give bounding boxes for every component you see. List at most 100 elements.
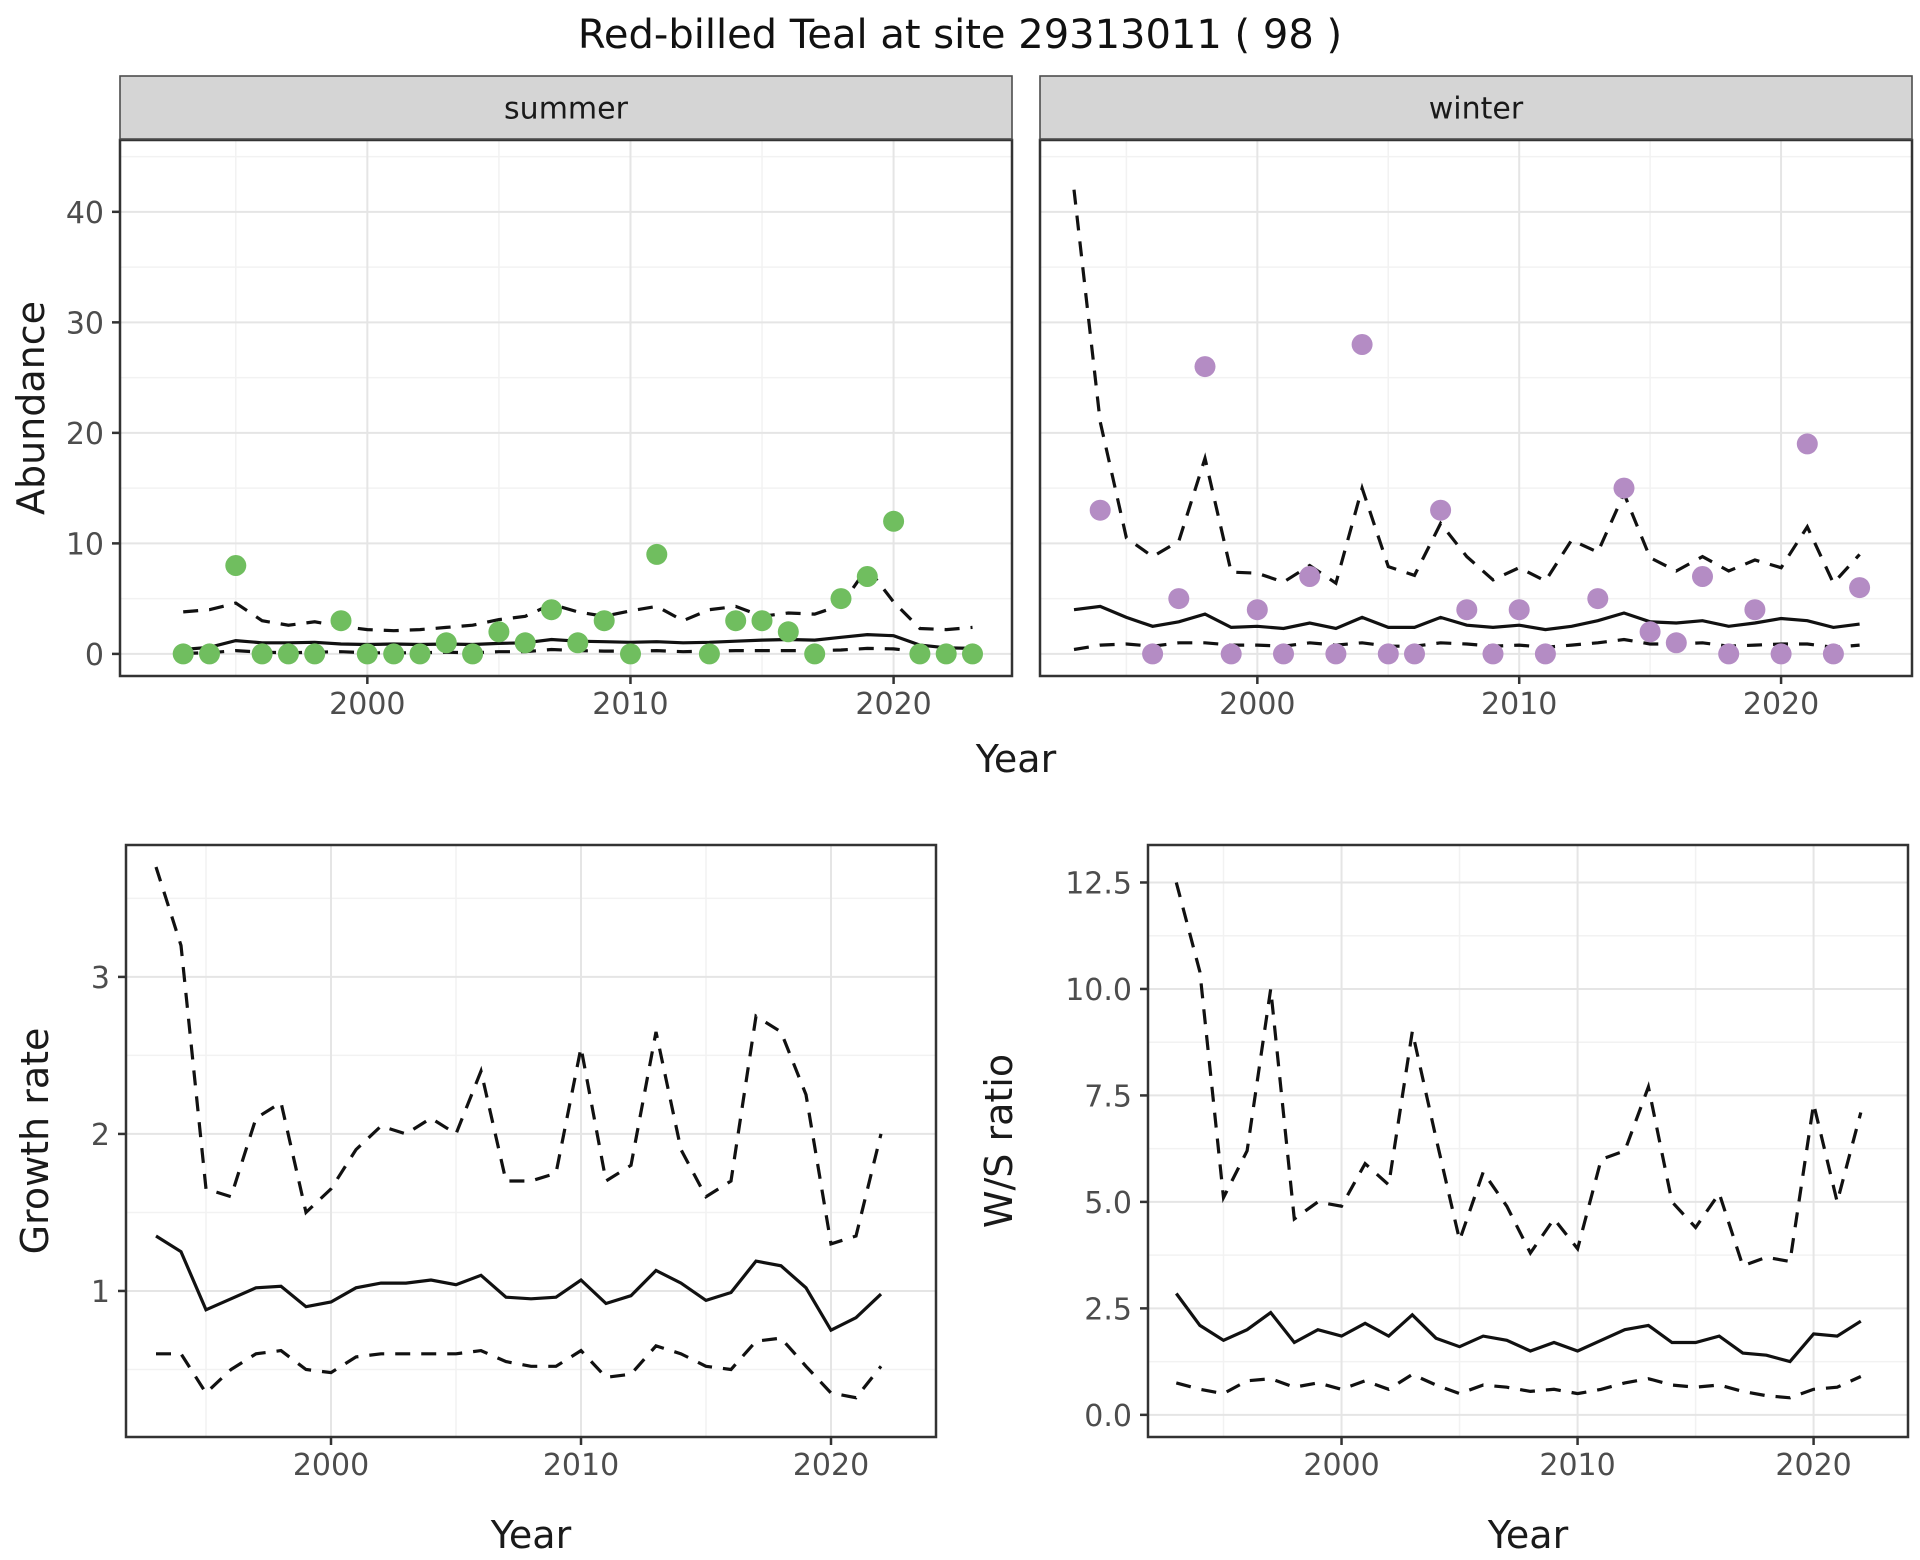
y-tick-label: 2.5	[1084, 1292, 1132, 1327]
facet-strip-label: winter	[1429, 92, 1524, 127]
data-point	[1168, 588, 1190, 610]
observation-points	[1089, 334, 1871, 665]
x-tick-label: 2020	[855, 687, 931, 722]
data-point	[1273, 643, 1294, 665]
figure-title: Red-billed Teal at site 29313011 ( 98 )	[577, 12, 1343, 58]
x-tick-label: 2000	[1219, 687, 1295, 722]
data-point	[541, 599, 562, 621]
data-point	[1430, 499, 1452, 521]
y-tick-label: 12.5	[1065, 866, 1132, 901]
ci-lower-line	[156, 1336, 883, 1400]
data-point	[1665, 632, 1687, 654]
data-point	[856, 566, 878, 587]
gridlines	[1148, 845, 1908, 1437]
data-point	[725, 610, 747, 632]
data-point	[1849, 577, 1871, 599]
panel-background	[1040, 140, 1912, 676]
data-point	[1377, 643, 1399, 665]
x-axis-label-year-top: Year	[975, 737, 1057, 781]
data-point	[514, 632, 536, 654]
x-tick-label: 2020	[1775, 1448, 1851, 1483]
y-tick-label: 1	[91, 1275, 110, 1310]
panel-growth_rate: 2000 2010 2020 1 2 3	[91, 843, 938, 1483]
ci-upper-line	[154, 866, 883, 1246]
ci-upper-line	[1174, 882, 1863, 1268]
x-tick-label: 2010	[1481, 687, 1557, 722]
panel-border	[1038, 138, 1914, 678]
data-point	[646, 543, 668, 565]
x-tick-label: 2000	[1303, 1448, 1379, 1483]
data-point	[935, 643, 957, 665]
data-point	[1639, 621, 1661, 643]
x-tick-label: 2000	[329, 687, 405, 722]
x-axis-label-year-ws: Year	[1487, 1513, 1569, 1557]
data-point	[409, 643, 431, 665]
data-point	[1508, 599, 1530, 621]
data-point	[1089, 499, 1111, 521]
gridlines	[1040, 140, 1912, 676]
observation-points	[172, 510, 983, 665]
x-tick-label: 2010	[1539, 1448, 1615, 1483]
panel-background	[126, 845, 936, 1437]
panel-background	[1148, 845, 1908, 1437]
data-point	[172, 643, 194, 665]
panel-abundance-summer: 2000 2010 2020 0 10 20 30 40 summer	[66, 75, 1014, 722]
y-tick-label: 0.0	[1084, 1399, 1132, 1434]
panel-border	[124, 843, 938, 1439]
y-tick-label: 0	[85, 638, 104, 673]
data-point	[1534, 643, 1556, 665]
data-point	[1220, 643, 1242, 665]
y-tick-label: 7.5	[1084, 1079, 1132, 1114]
data-point	[304, 643, 326, 665]
y-axis-label-ws-ratio: W/S ratio	[977, 1054, 1021, 1228]
data-point	[1796, 433, 1818, 455]
data-point	[1246, 599, 1268, 621]
data-point	[225, 555, 247, 576]
data-point	[751, 610, 773, 632]
data-point	[909, 643, 931, 665]
ci-upper-line	[1072, 189, 1861, 587]
y-tick-label: 10	[66, 527, 104, 562]
x-tick-label: 2010	[543, 1448, 619, 1483]
data-point	[199, 643, 220, 665]
data-point	[593, 610, 615, 632]
y-axis-label-growth-rate: Growth rate	[13, 1028, 57, 1255]
data-point	[435, 632, 457, 654]
data-point	[251, 643, 273, 665]
data-point	[962, 643, 983, 665]
data-point	[462, 643, 484, 665]
facet-strip-winter	[1039, 75, 1913, 140]
data-point	[1351, 334, 1373, 355]
y-tick-label: 20	[66, 417, 104, 452]
y-tick-label: 5.0	[1084, 1186, 1132, 1221]
x-tick-label: 2010	[592, 687, 668, 722]
data-point	[1822, 643, 1844, 665]
facet-strip-summer	[119, 75, 1013, 140]
data-point	[698, 643, 720, 665]
data-point	[830, 588, 852, 610]
x-tick-label: 2020	[793, 1448, 869, 1483]
data-point	[777, 621, 799, 643]
panel-abundance-winter: 2000 2010 2020 winter	[1038, 75, 1914, 722]
data-point	[567, 632, 589, 654]
panel-border	[118, 138, 1014, 678]
y-tick-label: 30	[66, 306, 104, 341]
data-point	[620, 643, 641, 665]
y-axis-label-abundance: Abundance	[9, 301, 53, 515]
data-point	[1744, 599, 1766, 621]
data-point	[804, 643, 826, 665]
data-point	[1718, 643, 1740, 665]
data-point	[356, 643, 378, 665]
data-point	[1770, 643, 1792, 665]
data-point	[330, 610, 352, 632]
data-point	[1325, 643, 1347, 665]
x-tick-label: 2020	[1743, 687, 1819, 722]
data-point	[1613, 477, 1635, 499]
panel-border	[1146, 843, 1910, 1439]
data-point	[1482, 643, 1504, 665]
data-point	[277, 643, 299, 665]
y-tick-label: 3	[91, 961, 110, 996]
y-tick-label: 10.0	[1065, 973, 1132, 1008]
